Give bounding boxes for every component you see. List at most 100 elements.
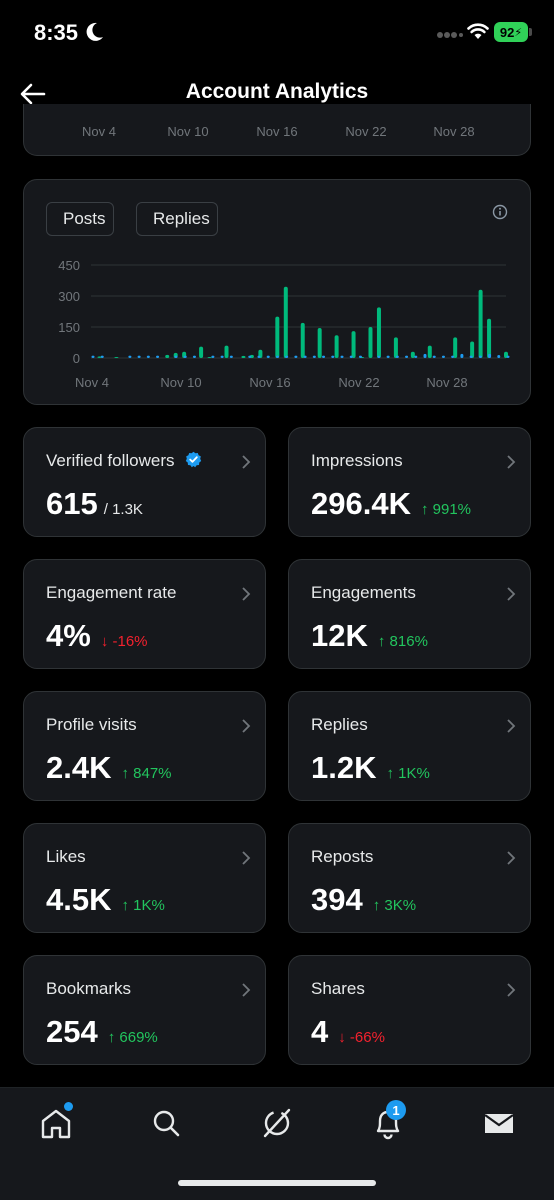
x-tick-label: Nov 22 xyxy=(338,375,379,390)
tile-engagement-rate[interactable]: Engagement rate 4% ↓ -16% xyxy=(23,559,266,669)
posts-bar xyxy=(100,355,104,358)
posts-bar xyxy=(423,353,427,358)
posts-bar xyxy=(497,354,501,358)
moon-icon xyxy=(86,22,103,41)
x-tick-label: Nov 28 xyxy=(426,375,467,390)
posts-bar xyxy=(248,355,252,358)
previous-chart-card: Nov 4 Nov 10 Nov 16 Nov 22 Nov 28 xyxy=(23,104,531,156)
charging-bolt-icon: ⚡ xyxy=(514,26,523,39)
tile-verified-followers[interactable]: Verified followers 615 / 1.3K xyxy=(23,427,266,537)
home-unread-dot xyxy=(64,1102,73,1111)
tile-engagements[interactable]: Engagements 12K ↑ 816% xyxy=(288,559,531,669)
tab-notifications[interactable]: 1 xyxy=(370,1100,406,1140)
posts-bar xyxy=(322,355,326,358)
posts-bar xyxy=(285,355,289,358)
posts-bar xyxy=(257,355,261,358)
tile-impressions[interactable]: Impressions 296.4K ↑ 991% xyxy=(288,427,531,537)
tab-search[interactable] xyxy=(148,1106,184,1140)
chevron-right-icon xyxy=(242,851,251,865)
posts-bar xyxy=(211,355,215,358)
x-tick-label: Nov 16 xyxy=(249,375,290,390)
chevron-right-icon xyxy=(242,719,251,733)
x-axis-label: Nov 28 xyxy=(433,124,475,139)
tile-value-number: 4 xyxy=(311,1014,329,1049)
replies-bar xyxy=(199,346,204,358)
tile-value-number: 4% xyxy=(46,618,91,653)
tile-label: Shares xyxy=(311,979,365,998)
tile-change: ↓ -66% xyxy=(338,1029,385,1046)
posts-bar xyxy=(294,355,298,358)
chevron-right-icon xyxy=(242,455,251,469)
info-icon[interactable] xyxy=(492,204,508,220)
tab-grok[interactable] xyxy=(259,1106,295,1140)
tile-label: Bookmarks xyxy=(46,979,132,998)
posts-bar xyxy=(469,355,473,358)
home-icon xyxy=(41,1109,71,1139)
tile-value-number: 12K xyxy=(311,618,368,653)
replies-bar xyxy=(470,341,475,358)
posts-bar xyxy=(331,355,335,358)
tile-sub-total: / 1.3K xyxy=(103,501,143,518)
cellular-signal-icon xyxy=(437,32,463,38)
replies-bar xyxy=(453,337,458,358)
chevron-right-icon xyxy=(242,983,251,997)
tile-value: 254 ↑ 669% xyxy=(46,1014,158,1050)
tile-change: ↑ 669% xyxy=(107,1029,158,1046)
x-axis-label: Nov 4 xyxy=(82,124,116,139)
tile-likes[interactable]: Likes 4.5K ↑ 1K% xyxy=(23,823,266,933)
posts-bar xyxy=(441,355,445,358)
status-bar: 8:35 92 ⚡ xyxy=(0,0,554,66)
wifi-icon xyxy=(467,23,489,39)
tile-shares[interactable]: Shares 4 ↓ -66% xyxy=(288,955,531,1065)
posts-bar xyxy=(386,355,390,358)
chevron-right-icon xyxy=(507,587,516,601)
tile-reposts[interactable]: Reposts 394 ↑ 3K% xyxy=(288,823,531,933)
grok-icon xyxy=(263,1108,291,1138)
legend-replies-toggle[interactable]: Replies xyxy=(136,202,218,236)
replies-bar xyxy=(224,345,229,358)
tile-label: Replies xyxy=(311,715,368,734)
x-tick-label: Nov 4 xyxy=(75,375,109,390)
mail-icon xyxy=(484,1114,514,1133)
bar-chart: 450 300 150 0 Nov 4 Nov 10 Nov 16 Nov 22 Nov 28 xyxy=(58,258,510,390)
posts-bar xyxy=(451,355,455,358)
search-icon xyxy=(153,1110,180,1137)
tab-home[interactable] xyxy=(38,1102,74,1140)
tile-replies[interactable]: Replies 1.2K ↑ 1K% xyxy=(288,691,531,801)
tile-profile-visits[interactable]: Profile visits 2.4K ↑ 847% xyxy=(23,691,266,801)
replies-bar xyxy=(427,345,432,358)
chevron-right-icon xyxy=(507,719,516,733)
tile-value-number: 615 xyxy=(46,486,98,521)
posts-bar xyxy=(432,355,436,358)
posts-bar xyxy=(156,355,160,358)
header-bar: Account Analytics xyxy=(0,66,554,122)
tile-label: Profile visits xyxy=(46,715,137,734)
tab-messages[interactable] xyxy=(481,1106,517,1140)
x-tick-label: Nov 10 xyxy=(160,375,201,390)
tile-label: Likes xyxy=(46,847,86,866)
verified-badge-icon xyxy=(186,451,202,468)
tile-value: 615 / 1.3K xyxy=(46,486,143,522)
back-arrow-icon[interactable] xyxy=(18,80,48,108)
replies-bar xyxy=(410,351,415,358)
tile-bookmarks[interactable]: Bookmarks 254 ↑ 669% xyxy=(23,955,266,1065)
posts-bar xyxy=(488,353,492,358)
replies-bar xyxy=(283,286,288,358)
replies-bar xyxy=(300,322,305,358)
tile-value-number: 296.4K xyxy=(311,486,411,521)
chevron-right-icon xyxy=(507,851,516,865)
battery-level: 92 xyxy=(499,24,515,40)
tile-value-number: 4.5K xyxy=(46,882,112,917)
tile-change: ↑ 847% xyxy=(121,765,172,782)
page-title: Account Analytics xyxy=(185,80,369,103)
legend-posts-toggle[interactable]: Posts xyxy=(46,202,114,236)
posts-bar xyxy=(340,355,344,358)
posts-bar xyxy=(266,355,270,358)
replies-bar xyxy=(478,289,483,358)
posts-bar xyxy=(377,355,381,358)
tile-change: ↑ 991% xyxy=(420,501,472,518)
tile-change: ↑ 3K% xyxy=(372,897,417,914)
posts-bar xyxy=(174,355,178,358)
tile-change: ↑ 1K% xyxy=(386,765,430,782)
tile-value: 2.4K ↑ 847% xyxy=(46,750,172,786)
